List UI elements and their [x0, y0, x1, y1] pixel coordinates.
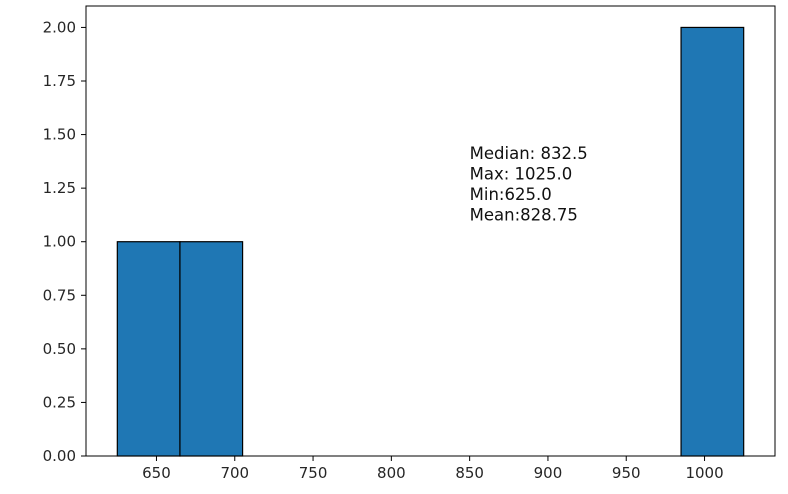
y-tick-label: 0.50	[43, 340, 76, 358]
stats-annotation-line: Min:625.0	[470, 185, 552, 204]
bars-layer	[117, 27, 743, 456]
x-tick-label: 950	[612, 464, 641, 482]
stats-annotation-line: Mean:828.75	[470, 205, 578, 224]
x-axis: 650 700 750 800 850 900 950 1000	[142, 456, 723, 482]
y-tick-label: 1.25	[43, 179, 76, 197]
stats-annotation-line: Max: 1025.0	[470, 164, 573, 183]
x-tick-label: 650	[142, 464, 171, 482]
stats-annotation-line: Median: 832.5	[470, 144, 588, 163]
y-tick-label: 0.25	[43, 393, 76, 411]
stats-annotation: Median: 832.5 Max: 1025.0 Min:625.0 Mean:82…	[470, 144, 588, 225]
x-tick-label: 750	[299, 464, 328, 482]
y-tick-label: 0.75	[43, 286, 76, 304]
x-tick-label: 800	[377, 464, 406, 482]
x-tick-label: 850	[455, 464, 484, 482]
histogram-bar-0	[117, 242, 180, 456]
x-tick-label: 900	[534, 464, 563, 482]
x-tick-label: 1000	[685, 464, 723, 482]
x-tick-label: 700	[220, 464, 249, 482]
histogram-bar-9	[681, 27, 744, 456]
y-tick-label: 1.00	[43, 233, 76, 251]
y-axis: 0.00 0.25 0.50 0.75 1.00 1.25 1.50 1.75 2.00	[43, 18, 86, 465]
y-tick-label: 1.75	[43, 72, 76, 90]
y-tick-label: 0.00	[43, 447, 76, 465]
y-tick-label: 1.50	[43, 126, 76, 144]
y-tick-label: 2.00	[43, 18, 76, 36]
histogram-bar-1	[180, 242, 243, 456]
